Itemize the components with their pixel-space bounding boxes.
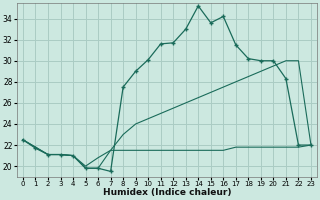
- X-axis label: Humidex (Indice chaleur): Humidex (Indice chaleur): [103, 188, 231, 197]
